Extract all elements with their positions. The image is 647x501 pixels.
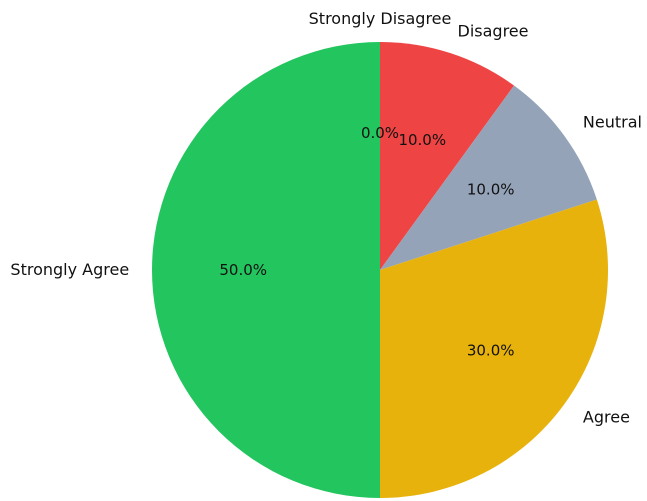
pie-labels: Strongly Disagree 0.0% Disagree 10.0% Neutra…	[10, 9, 642, 426]
slice-label-neutral: Neutral	[583, 113, 642, 132]
pct-label-agree: 30.0%	[467, 341, 515, 359]
slice-label-strongly-disagree: Strongly Disagree	[309, 9, 452, 28]
pct-label-neutral: 10.0%	[467, 181, 515, 199]
pie-slice-strongly-agree	[152, 42, 380, 498]
pie-slice-neutral	[380, 85, 597, 270]
slice-label-agree: Agree	[583, 407, 630, 426]
slice-label-disagree: Disagree	[458, 21, 529, 40]
pct-label-strongly-agree: 50.0%	[219, 261, 267, 279]
slice-label-strongly-agree: Strongly Agree	[10, 260, 129, 279]
pct-label-strongly-disagree: 0.0%	[361, 124, 399, 142]
pie-slice-disagree	[380, 42, 515, 270]
pct-label-disagree: 10.0%	[398, 131, 446, 149]
pie-slice-agree	[380, 199, 608, 498]
pie-slices	[152, 42, 608, 498]
